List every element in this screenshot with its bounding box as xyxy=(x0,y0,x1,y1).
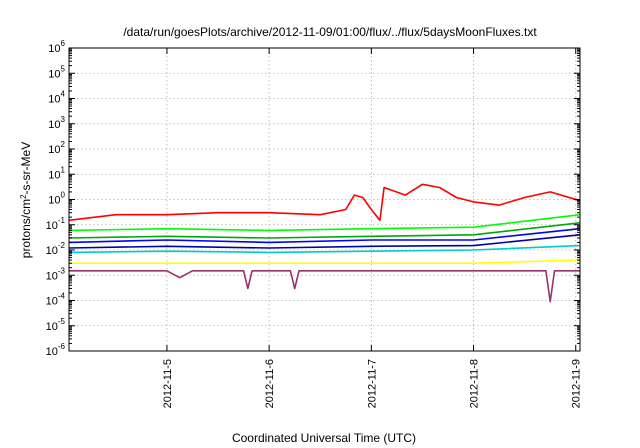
y-tick-label: 10-2 xyxy=(46,241,66,257)
y-tick-exponent: 6 xyxy=(61,39,66,48)
y-tick-label: 106 xyxy=(48,39,65,55)
x-axis: 2012-11-5 2012-11-6 2012-11-7 2012-11-8 2012… xyxy=(162,48,583,408)
y-axis-label-prefix: protons/cm xyxy=(19,199,33,258)
y-tick-exponent: 2 xyxy=(61,140,66,149)
y-tick-label: 10-5 xyxy=(46,317,66,333)
y-tick-exponent: 1 xyxy=(61,165,66,174)
y-tick-base: 10 xyxy=(46,346,58,358)
y-tick-base: 10 xyxy=(46,245,58,257)
y-axis-label-sup: 2 xyxy=(19,194,28,199)
y-tick-base: 10 xyxy=(46,220,58,232)
series-line xyxy=(68,222,581,239)
y-axis: 10-610-510-410-310-210-11001011021031041… xyxy=(46,39,580,358)
y-tick-label: 10-1 xyxy=(46,216,66,232)
x-tick-label: 2012-11-9 xyxy=(571,359,583,408)
y-tick-base: 10 xyxy=(48,94,60,106)
y-tick-base: 10 xyxy=(48,43,60,55)
y-axis-label: protons/cm2-s-sr-MeV xyxy=(19,142,34,258)
series-line xyxy=(68,213,581,232)
y-tick-exponent: -5 xyxy=(58,317,66,326)
x-tick-label: 2012-11-7 xyxy=(366,359,378,408)
y-tick-base: 10 xyxy=(48,119,60,131)
y-tick-exponent: 4 xyxy=(61,90,66,99)
y-tick-exponent: -4 xyxy=(58,292,66,301)
series-line xyxy=(68,183,581,222)
y-tick-base: 10 xyxy=(48,144,60,156)
y-tick-label: 10-4 xyxy=(46,292,66,308)
y-tick-label: 105 xyxy=(48,64,65,80)
x-tick-label: 2012-11-6 xyxy=(264,359,276,408)
grid-lines xyxy=(69,48,580,351)
series-line xyxy=(69,270,580,303)
y-tick-label: 103 xyxy=(48,115,65,131)
y-tick-exponent: 3 xyxy=(61,115,66,124)
series-line xyxy=(68,244,581,254)
y-tick-label: 10-6 xyxy=(46,342,66,358)
y-axis-label-suffix: -s-sr-MeV xyxy=(19,142,33,195)
y-tick-base: 10 xyxy=(46,321,58,333)
y-tick-label: 102 xyxy=(48,140,65,156)
y-tick-exponent: 5 xyxy=(61,64,66,73)
y-tick-base: 10 xyxy=(48,195,60,207)
y-tick-label: 101 xyxy=(48,165,65,181)
y-tick-label: 104 xyxy=(48,90,65,106)
x-tick-label: 2012-11-5 xyxy=(162,359,174,408)
y-tick-exponent: -1 xyxy=(58,216,66,225)
series-line xyxy=(69,259,581,264)
y-tick-base: 10 xyxy=(46,270,58,282)
series-line xyxy=(68,234,581,249)
x-tick-label: 2012-11-8 xyxy=(469,359,481,408)
y-tick-exponent: 0 xyxy=(61,191,66,200)
chart-title: /data/run/goesPlots/archive/2012-11-09/0… xyxy=(123,25,537,39)
y-tick-label: 10-3 xyxy=(46,266,66,282)
x-axis-label: Coordinated Universal Time (UTC) xyxy=(232,431,416,445)
y-tick-label: 100 xyxy=(48,191,65,207)
series-group xyxy=(68,183,581,303)
y-tick-base: 10 xyxy=(48,169,60,181)
y-tick-exponent: -6 xyxy=(58,342,66,351)
y-tick-base: 10 xyxy=(48,68,60,80)
y-tick-base: 10 xyxy=(46,296,58,308)
y-tick-exponent: -2 xyxy=(58,241,66,250)
series-line xyxy=(68,227,581,244)
y-tick-exponent: -3 xyxy=(58,266,66,275)
